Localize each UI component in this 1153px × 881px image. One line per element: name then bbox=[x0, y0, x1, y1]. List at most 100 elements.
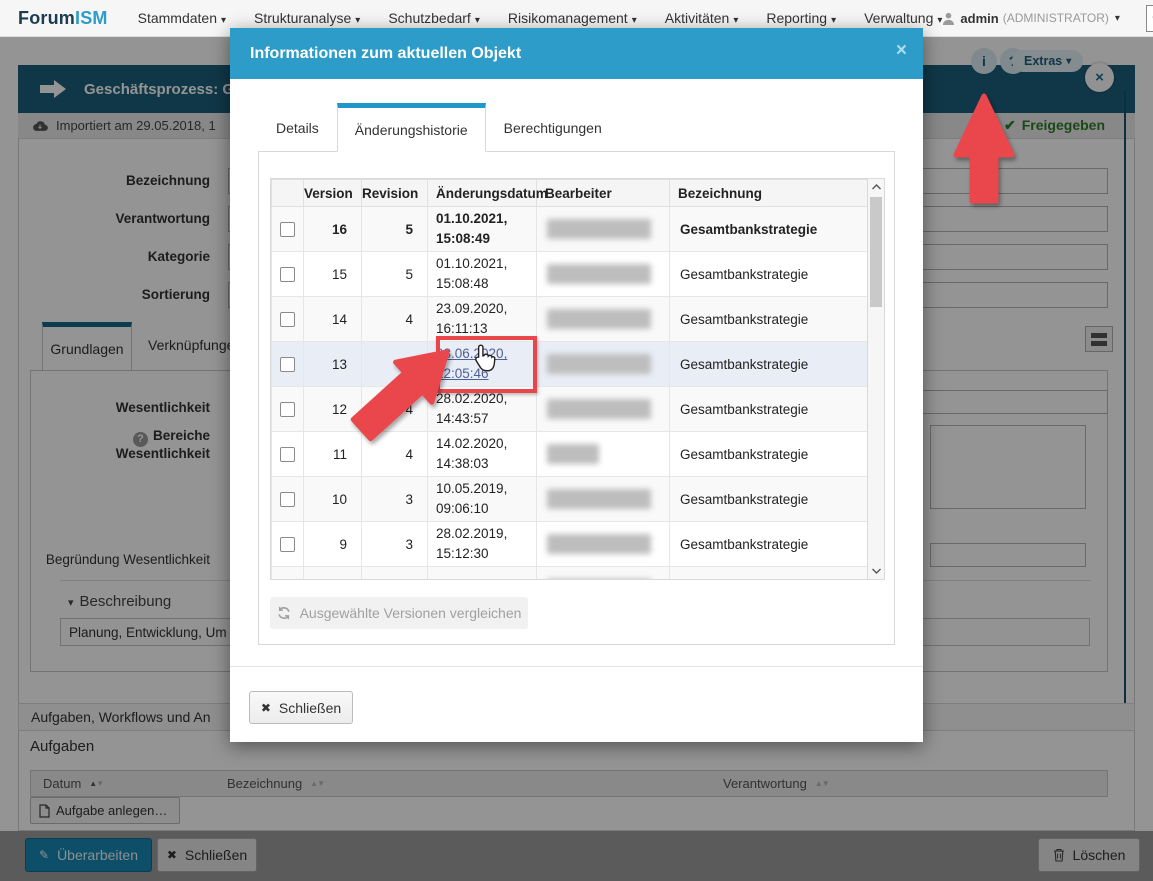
table-row-partial: 15.02.2019, bbox=[271, 566, 867, 580]
redacted-editor bbox=[547, 354, 651, 374]
begruendung-field[interactable] bbox=[930, 543, 1086, 567]
sort-icons[interactable]: ▲▼ bbox=[310, 779, 325, 788]
modal-tabs: Details Änderungshistorie Berechtigungen bbox=[258, 103, 620, 152]
sort-icons[interactable]: ▲▼ bbox=[814, 779, 830, 788]
modal-footer: ✖ Schließen bbox=[230, 666, 923, 742]
menu-strukturanalyse[interactable]: Strukturanalyse ▾ bbox=[254, 10, 361, 26]
label-bereiche-2: Wesentlichkeit bbox=[115, 446, 210, 461]
table-row-highlighted: 13 4 08.06.2020, 12:05:46 Gesamtbankstrat… bbox=[271, 341, 867, 387]
menu-schutzbedarf[interactable]: Schutzbedarf ▾ bbox=[388, 10, 480, 26]
app-logo[interactable]: ForumISM bbox=[18, 8, 108, 29]
redacted-editor bbox=[547, 489, 651, 509]
row-checkbox[interactable] bbox=[280, 446, 295, 462]
page-footer-bar: ✎ Überarbeiten ✖ Schließen Löschen bbox=[0, 831, 1153, 881]
tasks-col-datum[interactable]: Datum ▲▼ bbox=[43, 776, 104, 791]
page-close-bottom-button[interactable]: ✖ Schließen bbox=[157, 838, 257, 872]
redacted-editor bbox=[547, 399, 651, 419]
logo-part-2: ISM bbox=[75, 7, 108, 28]
rework-button[interactable]: ✎ Überarbeiten bbox=[25, 838, 152, 872]
tab-details[interactable]: Details bbox=[276, 119, 319, 136]
compare-versions-button[interactable]: Ausgewählte Versionen vergleichen bbox=[270, 597, 528, 629]
menu-aktivitaeten[interactable]: Aktivitäten ▾ bbox=[664, 10, 739, 26]
table-row: 16 5 01.10.2021, 15:08:49 Gesamtbankstrat… bbox=[271, 206, 867, 252]
modal-close-icon[interactable]: × bbox=[895, 40, 907, 61]
chevron-down-icon: ▾ bbox=[68, 597, 74, 609]
page-close-button[interactable]: × bbox=[1085, 63, 1114, 92]
main-menu: Stammdaten ▾ Strukturanalyse ▾ Schutzbedar… bbox=[138, 10, 943, 26]
label-sortierung: Sortierung bbox=[141, 287, 210, 302]
table-header-row: Version Revision Änderungsdatum Bearbeit… bbox=[271, 179, 867, 207]
row-checkbox[interactable] bbox=[280, 536, 295, 552]
row-checkbox[interactable] bbox=[280, 491, 295, 507]
list-toggle-button[interactable] bbox=[1085, 326, 1113, 352]
refresh-icon bbox=[277, 606, 290, 620]
table-row: 12 4 28.02.2020, 14:43:57 Gesamtbankstrat… bbox=[271, 386, 867, 432]
scrollbar-thumb[interactable] bbox=[870, 197, 882, 307]
col-datum[interactable]: Änderungsdatum bbox=[427, 179, 548, 207]
close-icon: ✖ bbox=[260, 700, 271, 715]
chevron-down-icon: ▾ bbox=[831, 15, 837, 26]
row-checkbox[interactable] bbox=[280, 311, 295, 327]
chevron-down-icon: ▾ bbox=[220, 15, 227, 26]
tab-grundlagen[interactable]: Grundlagen bbox=[42, 322, 132, 371]
scroll-up-icon[interactable] bbox=[868, 179, 884, 195]
close-icon: ✖ bbox=[166, 848, 177, 862]
user-menu[interactable]: admin (ADMINISTRATOR) ▾ bbox=[942, 11, 1120, 26]
redacted-editor bbox=[547, 579, 651, 580]
help-circle-icon[interactable]: ? bbox=[132, 431, 148, 447]
table-scrollbar[interactable] bbox=[868, 178, 885, 580]
modal-close-button[interactable]: ✖ Schließen bbox=[249, 691, 353, 724]
col-version[interactable]: Version bbox=[303, 179, 362, 207]
tab-verknuepfungen[interactable]: Verknüpfunge bbox=[148, 337, 235, 353]
table-row: 9 3 28.02.2019, 15:12:30 Gesamtbankstrate… bbox=[271, 521, 867, 567]
label-begruendung: Begründung Wesentlichkeit bbox=[45, 552, 210, 567]
table-row: 10 3 10.05.2019, 09:06:10 Gesamtbankstrat… bbox=[271, 476, 867, 522]
row-checkbox[interactable] bbox=[280, 266, 295, 282]
redacted-editor bbox=[547, 264, 651, 284]
col-bezeichnung[interactable]: Bezeichnung bbox=[669, 179, 867, 207]
chevron-down-icon: ▾ bbox=[1066, 55, 1072, 67]
delete-button[interactable]: Löschen bbox=[1038, 838, 1140, 872]
info-modal: Informationen zum aktuellen Objekt × Det… bbox=[230, 28, 923, 742]
row-checkbox[interactable] bbox=[280, 401, 295, 417]
menu-risikomanagement[interactable]: Risikomanagement ▾ bbox=[507, 10, 637, 26]
row-checkbox[interactable] bbox=[280, 221, 295, 237]
label-kategorie: Kategorie bbox=[147, 249, 210, 264]
tasks-table-header: Datum ▲▼ Bezeichnung ▲▼ Verantwortung ▲▼ bbox=[30, 770, 1108, 797]
redacted-editor bbox=[547, 309, 651, 329]
tasks-subsection-title: Aufgaben bbox=[30, 738, 95, 755]
label-wesentlichkeit: Wesentlichkeit bbox=[115, 400, 210, 415]
menu-stammdaten[interactable]: Stammdaten ▾ bbox=[137, 10, 227, 26]
table-row: 14 4 23.09.2020, 16:11:13 Gesamtbankstrat… bbox=[271, 296, 867, 342]
search-button[interactable] bbox=[1145, 4, 1153, 32]
col-revision[interactable]: Revision bbox=[361, 179, 428, 207]
tasks-col-verantwortung[interactable]: Verantwortung ▲▼ bbox=[723, 776, 830, 791]
table-row: 11 4 14.02.2020, 14:38:03 Gesamtbankstrat… bbox=[271, 431, 867, 477]
row-checkbox[interactable] bbox=[280, 356, 295, 372]
col-bearbeiter[interactable]: Bearbeiter bbox=[536, 179, 670, 207]
info-button[interactable]: i bbox=[971, 48, 997, 74]
wesentlichkeit-field[interactable] bbox=[916, 390, 1108, 414]
label-bezeichnung: Bezeichnung bbox=[125, 173, 210, 188]
arrow-right-icon bbox=[40, 80, 66, 98]
modal-header: Informationen zum aktuellen Objekt × bbox=[230, 28, 923, 79]
modal-title: Informationen zum aktuellen Objekt bbox=[250, 44, 522, 62]
tasks-col-bezeichnung[interactable]: Bezeichnung ▲▼ bbox=[227, 776, 325, 791]
tab-aenderungshistorie[interactable]: Änderungshistorie bbox=[336, 103, 486, 152]
extras-button[interactable]: Extras ▾ bbox=[1012, 50, 1084, 72]
chevron-down-icon: ▾ bbox=[631, 15, 637, 26]
col-checkbox bbox=[271, 179, 304, 207]
document-icon bbox=[39, 803, 50, 818]
table-row: 15 5 01.10.2021, 15:08:48 Gesamtbankstrat… bbox=[271, 251, 867, 297]
logo-part-1: Forum bbox=[18, 7, 75, 28]
add-task-button[interactable]: Aufgabe anlegen… bbox=[30, 797, 180, 824]
menu-reporting[interactable]: Reporting ▾ bbox=[766, 10, 837, 26]
scroll-down-icon[interactable] bbox=[868, 563, 884, 579]
menu-verwaltung[interactable]: Verwaltung ▾ bbox=[864, 10, 943, 26]
sort-icons[interactable]: ▲▼ bbox=[89, 779, 104, 788]
tab-berechtigungen[interactable]: Berechtigungen bbox=[503, 119, 602, 136]
version-date-link[interactable]: 08.06.2020, 12:05:46 bbox=[436, 346, 508, 381]
bereiche-field[interactable] bbox=[930, 425, 1086, 509]
beschreibung-toggle[interactable]: ▾ Beschreibung bbox=[68, 593, 172, 610]
